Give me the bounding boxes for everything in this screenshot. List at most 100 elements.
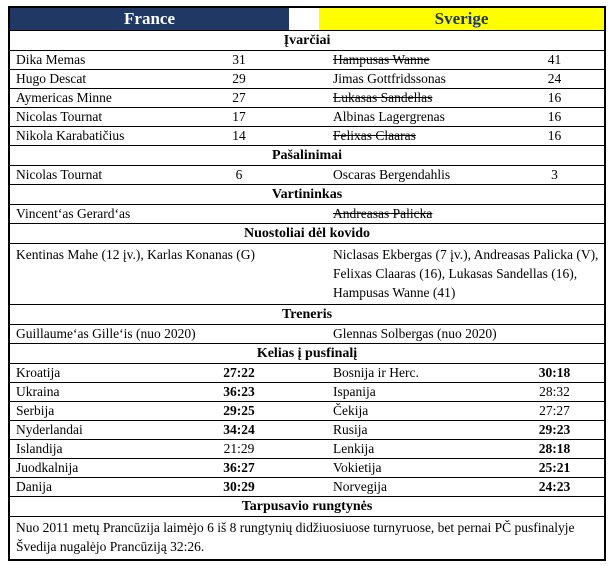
table-row: Nuo 2011 metų Prancūzija laimėjo 6 iš 8 … [9,516,606,561]
covid-losses-left: Kentinas Mahe (12 įv.), Karlas Konanas (… [9,243,290,305]
player-value-right [505,204,606,224]
player-name-right: Lukasas Sandellas [319,88,506,108]
opponent-left: Ukraina [9,382,189,402]
score-right: 25:21 [505,458,606,478]
opponent-right: Lenkija [319,439,506,459]
player-name-right: Albinas Lagergrenas [319,107,506,127]
player-name-left: Nicolas Tournat [9,165,189,185]
gap-cell [289,204,320,224]
table-row: Islandija 21:29 Lenkija 28:18 [9,439,606,459]
team-header-row: France Sverige [9,7,606,31]
score-right: 29:23 [505,420,606,440]
opponent-right: Vokietija [319,458,506,478]
table-row: Nicolas Tournat 6 Oscaras Bergendahlis 3 [9,165,606,185]
score-left: 29:25 [189,401,290,421]
player-value-left [189,204,290,224]
table-row: Dika Memas 31 Hampusas Wanne 41 [9,50,606,70]
opponent-right: Norvegija [319,477,506,497]
player-name-right: Jimas Gottfridssonas [319,69,506,89]
opponent-left: Nyderlandai [9,420,189,440]
player-value-left: 29 [189,69,290,89]
gap-cell [289,458,320,478]
section-title: Kelias į pusfinalį [9,343,606,364]
player-name-left: Hugo Descat [9,69,189,89]
gap-cell [289,401,320,421]
section-suspensions: Pašalinimai [9,145,606,166]
opponent-left: Kroatija [9,363,189,383]
section-title: Tarpusavio rungtynės [9,496,606,517]
table-row: Nicolas Tournat 17 Albinas Lagergrenas 1… [9,107,606,127]
player-value-right: 16 [505,88,606,108]
table-row: Kroatija 27:22 Bosnija ir Herc. 30:18 [9,363,606,383]
gap-cell [289,126,320,146]
player-name-right: Felixas Claaras [319,126,506,146]
covid-losses-right: Niclasas Ekbergas (7 įv.), Andreasas Pal… [319,243,606,305]
table-row: Nikola Karabatičius 14 Felixas Claaras 1… [9,126,606,146]
match-comparison-table: France Sverige Įvarčiai Dika Memas 31 Ha… [8,6,607,561]
player-name-left: Nicolas Tournat [9,107,189,127]
gap-cell [289,165,320,185]
gap-cell [289,439,320,459]
gap-cell [289,324,320,344]
player-value-right: 16 [505,126,606,146]
head-to-head-note: Nuo 2011 metų Prancūzija laimėjo 6 iš 8 … [9,516,606,561]
table-row: Ukraina 36:23 Ispanija 28:32 [9,382,606,402]
player-name-left: Nikola Karabatičius [9,126,189,146]
section-title: Nuostoliai dėl kovido [9,223,606,244]
gap-cell [289,50,320,70]
player-value-left: 31 [189,50,290,70]
player-value-right: 16 [505,107,606,127]
player-name-left: Vincent‘as Gerard‘as [9,204,189,224]
opponent-left: Islandija [9,439,189,459]
team-header-france: France [9,7,290,31]
opponent-right: Ispanija [319,382,506,402]
score-left: 30:29 [189,477,290,497]
player-value-left: 17 [189,107,290,127]
gap-cell [289,88,320,108]
opponent-right: Bosnija ir Herc. [319,363,506,383]
score-right: 24:23 [505,477,606,497]
opponent-right: Rusija [319,420,506,440]
player-value-right: 41 [505,50,606,70]
coach-right: Glennas Solbergas (nuo 2020) [319,324,606,344]
player-value-left: 27 [189,88,290,108]
table-row: Aymericas Minne 27 Lukasas Sandellas 16 [9,88,606,108]
opponent-right: Čekija [319,401,506,421]
score-left: 36:27 [189,458,290,478]
section-road: Kelias į pusfinalį [9,343,606,364]
player-name-left: Dika Memas [9,50,189,70]
gap-cell [289,243,320,305]
player-value-left: 14 [189,126,290,146]
team-header-gap [289,7,320,31]
score-right: 30:18 [505,363,606,383]
team-header-sverige: Sverige [319,7,606,31]
section-title: Treneris [9,304,606,325]
table-row: Guillaume‘as Gille‘is (nuo 2020) Glennas… [9,324,606,344]
section-covid: Nuostoliai dėl kovido [9,223,606,244]
score-right: 27:27 [505,401,606,421]
table-row: Nyderlandai 34:24 Rusija 29:23 [9,420,606,440]
opponent-left: Juodkalnija [9,458,189,478]
player-name-left: Aymericas Minne [9,88,189,108]
coach-left: Guillaume‘as Gille‘is (nuo 2020) [9,324,290,344]
table-row: Hugo Descat 29 Jimas Gottfridssonas 24 [9,69,606,89]
score-left: 21:29 [189,439,290,459]
section-title: Įvarčiai [9,30,606,51]
gap-cell [289,107,320,127]
table-row: Vincent‘as Gerard‘as Andreasas Palicka [9,204,606,224]
section-title: Vartininkas [9,184,606,205]
score-left: 27:22 [189,363,290,383]
player-value-right: 3 [505,165,606,185]
opponent-left: Danija [9,477,189,497]
gap-cell [289,363,320,383]
section-goalkeeper: Vartininkas [9,184,606,205]
gap-cell [289,382,320,402]
score-left: 34:24 [189,420,290,440]
opponent-left: Serbija [9,401,189,421]
gap-cell [289,477,320,497]
section-goals: Įvarčiai [9,30,606,51]
gap-cell [289,420,320,440]
table-row: Kentinas Mahe (12 įv.), Karlas Konanas (… [9,243,606,305]
score-right: 28:32 [505,382,606,402]
score-left: 36:23 [189,382,290,402]
